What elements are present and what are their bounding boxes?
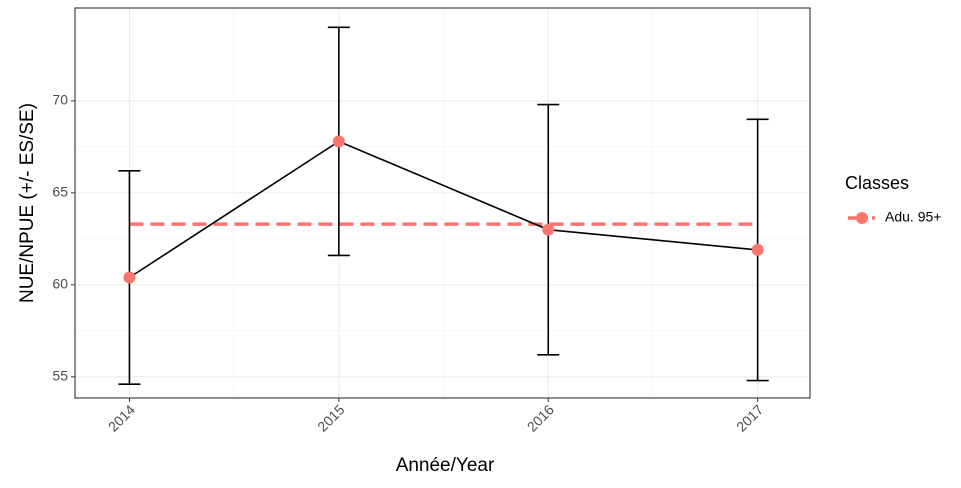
legend-title: Classes [845, 173, 909, 193]
data-line [129, 140, 758, 279]
x-tick-label: 2017 [733, 401, 766, 434]
data-point [751, 243, 764, 256]
data-point [332, 135, 345, 148]
legend-point [856, 212, 868, 224]
x-tick-label: 2015 [314, 401, 347, 434]
y-tick-label: 70 [52, 92, 68, 108]
plot-background [75, 8, 810, 398]
y-tick-label: 55 [52, 368, 68, 384]
x-tick-label: 2016 [524, 401, 557, 434]
data-point [542, 223, 555, 236]
y-tick-label: 60 [52, 276, 68, 292]
y-axis-label: NUE/NPUE (+/- ES/SE) [17, 103, 38, 303]
legend-label: Adu. 95+ [885, 209, 941, 225]
y-tick-label: 65 [52, 184, 68, 200]
x-axis-label: Année/Year [396, 455, 495, 476]
x-tick-label: 2014 [105, 401, 138, 434]
plot-border [74, 7, 811, 399]
data-point [123, 271, 136, 284]
